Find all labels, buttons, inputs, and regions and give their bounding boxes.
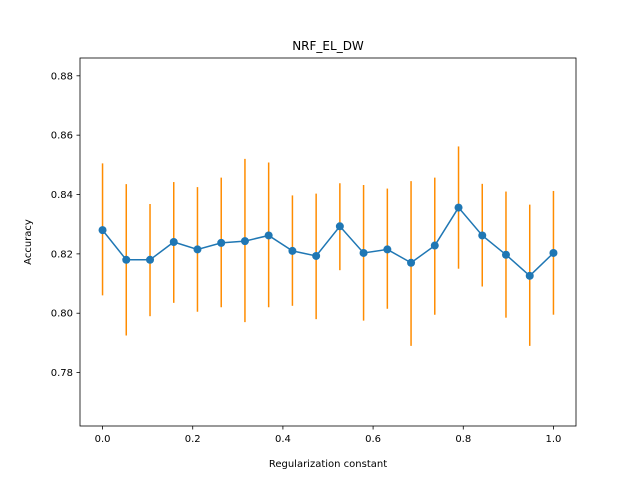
x-tick-label-1: 0.2 [185, 434, 201, 445]
data-point-16 [478, 231, 487, 240]
x-tick-label-5: 1.0 [546, 434, 562, 445]
data-point-11 [359, 248, 368, 257]
x-tick-label-4: 0.8 [455, 434, 471, 445]
y-axis-label: Accuracy [23, 219, 34, 265]
data-point-17 [501, 250, 510, 259]
data-point-6 [240, 237, 249, 246]
y-tick-label-1: 0.80 [51, 309, 73, 320]
data-point-8 [288, 246, 297, 255]
y-tick-label-0: 0.78 [51, 368, 73, 379]
y-tick-label-2: 0.82 [51, 249, 73, 260]
x-axis-label: Regularization constant [269, 459, 387, 470]
chart-title: NRF_EL_DW [292, 39, 364, 53]
data-point-14 [430, 241, 439, 250]
y-tick-label-3: 0.84 [51, 190, 73, 201]
data-point-0 [98, 226, 107, 235]
data-point-12 [383, 245, 392, 254]
y-tick-label-4: 0.86 [51, 131, 73, 142]
y-axis-ticks: 0.78 0.80 0.82 0.84 0.86 0.88 [51, 71, 80, 379]
series-line-group [101, 206, 554, 277]
data-point-2 [146, 255, 155, 264]
data-point-13 [407, 258, 416, 267]
x-axis-ticks: 0.0 0.2 0.4 0.6 0.8 1.0 [95, 426, 562, 445]
y-tick-label-5: 0.88 [51, 71, 73, 82]
data-point-19 [549, 248, 558, 257]
data-point-18 [525, 271, 534, 280]
data-point-9 [312, 251, 321, 260]
data-point-1 [122, 255, 131, 264]
data-point-4 [193, 245, 202, 254]
x-tick-label-0: 0.0 [95, 434, 111, 445]
series-line [101, 206, 554, 277]
data-point-7 [264, 231, 273, 240]
plot-frame [79, 57, 577, 427]
data-point-3 [169, 238, 178, 246]
data-point-5 [217, 238, 226, 247]
data-point-10 [335, 222, 344, 231]
data-point-15 [454, 203, 463, 212]
x-tick-label-2: 0.4 [275, 434, 291, 445]
x-tick-label-3: 0.6 [365, 434, 381, 445]
data-points [98, 203, 558, 280]
